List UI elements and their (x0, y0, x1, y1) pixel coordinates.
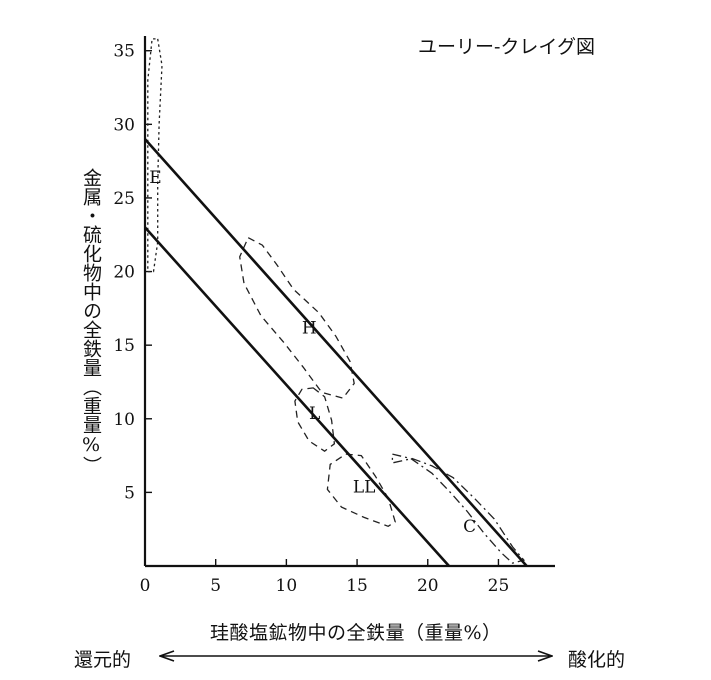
region-label-e: E (149, 168, 161, 188)
region-outline-c (391, 453, 526, 564)
trend-lines (144, 138, 528, 567)
region-label-l: L (309, 404, 320, 424)
tick-group: 0 5 10 15 20 25 5 10 15 20 25 30 35 (113, 42, 509, 596)
oxidizing-label: 酸化的 (568, 649, 626, 671)
x-tick-label: 0 (140, 576, 151, 596)
y-tick-label: 15 (113, 336, 135, 356)
x-tick-label: 5 (210, 576, 221, 596)
region-label-ll: LL (353, 477, 376, 497)
axes (143, 36, 555, 568)
x-axis-label: 珪酸塩鉱物中の全鉄量（重量%） (210, 622, 502, 644)
reducing-label: 還元的 (74, 649, 132, 671)
y-tick-label: 35 (113, 42, 135, 62)
y-tick-label: 10 (113, 410, 135, 430)
x-tick-label: 10 (276, 576, 298, 596)
y-axis-label: 金属・硫化物中の全鉄量（重量%） (80, 168, 102, 475)
y-tick-label: 30 (113, 115, 135, 135)
region-outline-h (239, 236, 355, 399)
region-label-h: H (302, 318, 317, 338)
x-tick-label: 20 (417, 576, 439, 596)
chart-title: ユーリー-クレイグ図 (418, 36, 596, 58)
region-outline-l (294, 387, 336, 452)
iron-line-2 (144, 226, 450, 567)
region-label-c: C (463, 517, 476, 537)
x-tick-label: 25 (488, 576, 510, 596)
region-outlines (147, 38, 526, 564)
y-tick-label: 5 (124, 483, 135, 503)
region-outline-ll (326, 453, 396, 528)
x-tick-label: 15 (346, 576, 368, 596)
y-tick-label: 25 (113, 189, 135, 209)
y-tick-label: 20 (113, 263, 135, 283)
iron-line-1 (144, 138, 528, 567)
